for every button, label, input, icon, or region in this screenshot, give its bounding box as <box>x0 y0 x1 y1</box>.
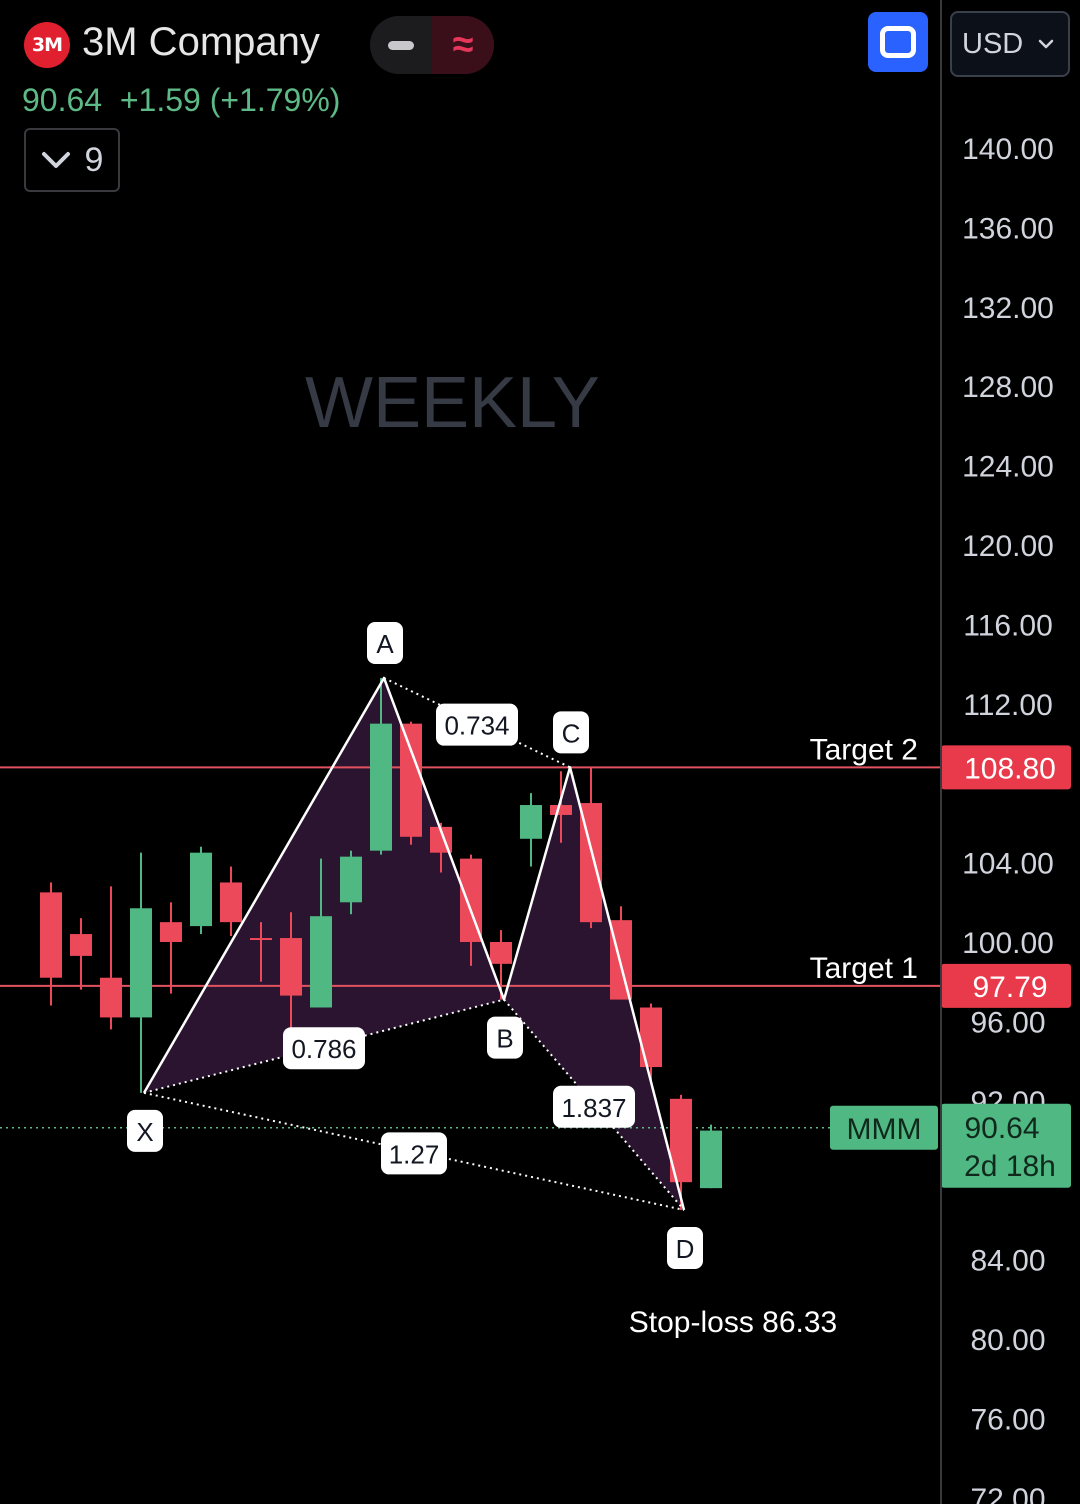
y-tick-label: 104.00 <box>962 848 1054 881</box>
candle-body <box>220 882 242 923</box>
target-line-label: Target 1 <box>810 952 918 985</box>
target-lines: Target 2 Target 1 <box>0 733 940 1129</box>
point-label-box <box>127 1109 163 1152</box>
candle-body <box>460 858 482 942</box>
price-tags: 108.80 97.79 90.64 2d 18h MMM <box>830 745 1071 1188</box>
candle-body <box>550 805 572 815</box>
candle-body <box>160 922 182 942</box>
y-tick-label: 100.00 <box>962 927 1054 960</box>
target-line-label: Target 2 <box>810 733 918 766</box>
stop-loss-annotation: Stop-loss 86.33 <box>629 1306 837 1339</box>
y-tick-label: 120.00 <box>962 530 1054 563</box>
current-price-tag <box>941 1103 1071 1188</box>
candle-body <box>130 908 152 1018</box>
bar-countdown: 2d 18h <box>964 1150 1056 1183</box>
candle-body <box>580 803 602 923</box>
y-tick-label: 116.00 <box>963 609 1053 642</box>
candle-body <box>340 856 362 903</box>
candle-body <box>310 916 332 1008</box>
chevron-down-icon <box>1038 39 1054 49</box>
target-price-tag <box>941 745 1071 790</box>
point-label: C <box>562 718 581 748</box>
company-name[interactable]: 3M Company <box>82 20 320 64</box>
fullscreen-icon <box>880 26 916 58</box>
ratio-label-box <box>381 1132 447 1175</box>
y-tick-label: 80.00 <box>970 1324 1045 1357</box>
y-tick-label: 132.00 <box>962 292 1054 325</box>
ratio-label-box <box>436 703 518 746</box>
candle-body <box>370 723 392 851</box>
point-label-box <box>667 1226 703 1269</box>
y-tick-label: 72.00 <box>970 1483 1045 1504</box>
candle-body <box>700 1130 722 1189</box>
candle-body <box>40 892 62 978</box>
ratio-label: 1.837 <box>561 1093 626 1123</box>
currency-label: USD <box>962 27 1024 60</box>
company-logo: 3M <box>24 22 70 68</box>
y-tick-label: 112.00 <box>963 689 1053 722</box>
point-label: D <box>676 1234 695 1264</box>
y-tick-label: 96.00 <box>970 1006 1045 1039</box>
y-tick-label: 84.00 <box>970 1245 1045 1278</box>
ratio-label-box <box>553 1085 635 1128</box>
candle-body <box>640 1007 662 1068</box>
current-price-value: 90.64 <box>964 1112 1039 1145</box>
candle-body <box>190 852 212 927</box>
ratio-line <box>143 998 505 1094</box>
candle-body <box>100 977 122 1018</box>
candle-body <box>490 942 512 964</box>
candle-body <box>70 934 92 956</box>
candle-body <box>670 1098 692 1183</box>
y-tick-label: 136.00 <box>962 212 1054 245</box>
target-price-tag <box>941 963 1071 1008</box>
minus-icon[interactable] <box>370 16 432 74</box>
ratio-label: 0.786 <box>291 1034 356 1064</box>
point-label: X <box>136 1117 153 1147</box>
fullscreen-button[interactable] <box>868 12 928 72</box>
chevron-down-icon <box>41 152 70 168</box>
point-label: A <box>376 629 394 659</box>
symbol-tag <box>830 1105 938 1150</box>
symbol-tag-label: MMM <box>847 1113 922 1146</box>
y-tick-label: 124.00 <box>962 451 1054 484</box>
chart-style-toggle[interactable]: ≈ <box>370 16 494 74</box>
ratio-label-box <box>283 1027 365 1070</box>
currency-select[interactable]: USD <box>950 11 1070 77</box>
ratio-label: 1.27 <box>389 1139 440 1169</box>
timeframe-watermark: WEEKLY <box>305 363 600 443</box>
candle-body <box>400 723 422 837</box>
candle-body <box>520 805 542 839</box>
y-tick-label: 128.00 <box>962 371 1054 404</box>
candle-body <box>250 938 272 941</box>
y-tick-label: 76.00 <box>970 1403 1045 1436</box>
point-label-box <box>367 621 403 664</box>
point-label-box <box>553 711 589 754</box>
candle-body <box>280 938 302 996</box>
indicators-toggle[interactable]: 9 <box>24 128 120 192</box>
target-price-tag-label: 108.80 <box>964 752 1056 785</box>
pattern-labels: 0.734 0.786 1.837 1.27 X A B C D Stop-loss 86.33 <box>127 621 837 1339</box>
point-label-box <box>487 1016 523 1059</box>
pattern-triangle-bcd <box>504 767 684 1210</box>
ratio-label: 0.734 <box>444 711 509 741</box>
axis-divider <box>940 0 942 1504</box>
price-axis[interactable]: 140.00 136.00 132.00 128.00 124.00 120.00 116.… <box>962 133 1054 1504</box>
point-label: B <box>496 1024 513 1054</box>
y-tick-label: 140.00 <box>962 133 1054 166</box>
wave-icon[interactable]: ≈ <box>432 16 494 74</box>
target-price-tag-label: 97.79 <box>972 971 1047 1004</box>
price-quote: 90.64 +1.59 (+1.79%) <box>22 82 341 118</box>
indicators-count: 9 <box>84 140 104 179</box>
